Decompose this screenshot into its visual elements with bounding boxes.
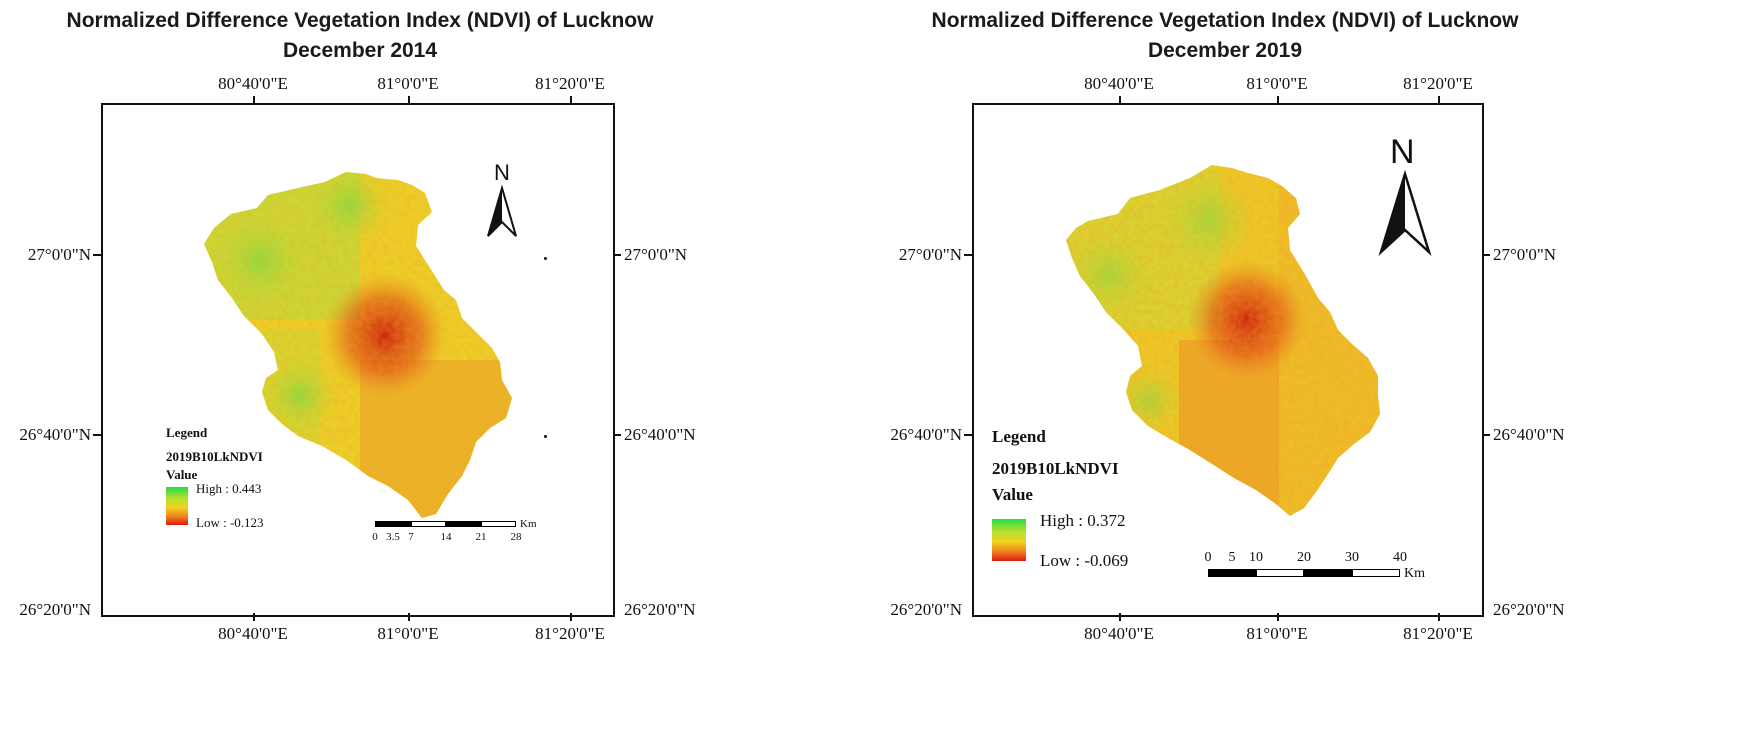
tick-top-2	[1277, 96, 1279, 104]
tick-bottom-2	[408, 613, 410, 621]
scale-unit: Km	[520, 518, 537, 530]
scale-tick: 40	[1393, 550, 1407, 565]
ndvi-raster-2019	[1066, 165, 1380, 516]
map-title-line2: December 2014	[282, 39, 438, 62]
scale-unit: Km	[1404, 566, 1425, 581]
lat-label-right-3: 26°20'0"N	[624, 600, 696, 619]
north-arrow-fill	[488, 188, 502, 236]
lon-label-top-2: 81°0'0"E	[377, 74, 439, 93]
lat-label-left-3: 26°20'0"N	[890, 600, 962, 619]
north-arrow	[487, 184, 517, 237]
lon-label-top-1: 80°40'0"E	[1084, 74, 1154, 93]
scale-seg	[446, 521, 481, 527]
lon-label-bottom-2: 81°0'0"E	[1246, 624, 1308, 643]
tick-left-2	[93, 434, 101, 436]
lat-label-left-3: 26°20'0"N	[19, 600, 91, 619]
lon-label-top-2: 81°0'0"E	[1246, 74, 1308, 93]
north-arrow-fill	[1381, 174, 1405, 252]
tick-left-2	[964, 434, 972, 436]
legend-value: Value	[166, 467, 198, 482]
lon-label-top-3: 81°20'0"E	[1403, 74, 1473, 93]
lon-label-bottom-3: 81°20'0"E	[535, 624, 605, 643]
scale-seg	[1208, 569, 1256, 577]
tick-right-1	[613, 254, 621, 256]
tick-bottom-3	[570, 613, 572, 621]
lon-label-bottom-1: 80°40'0"E	[218, 624, 288, 643]
north-label: N	[1390, 133, 1415, 171]
tick-bottom-2	[1277, 613, 1279, 621]
tick-bottom-1	[1119, 613, 1121, 621]
scale-tick: 3.5	[386, 531, 400, 543]
north-label: N	[494, 160, 510, 185]
lat-label-left-1: 27°0'0"N	[27, 245, 91, 264]
scale-tick: 7	[408, 531, 414, 543]
legend-layer: 2019B10LkNDVI	[992, 459, 1119, 478]
scale-seg	[411, 521, 446, 527]
scale-tick: 30	[1345, 550, 1359, 565]
lat-label-right-3: 26°20'0"N	[1493, 600, 1565, 619]
lat-label-right-1: 27°0'0"N	[1493, 245, 1557, 264]
legend-high: High : 0.443	[196, 481, 262, 496]
tick-top-1	[1119, 96, 1121, 104]
lon-label-bottom-2: 81°0'0"E	[377, 624, 439, 643]
scale-tick: 10	[1249, 550, 1263, 565]
lat-label-left-1: 27°0'0"N	[898, 245, 962, 264]
scale-tick: 20	[1297, 550, 1311, 565]
map-panel-2014: Normalized Difference Vegetation Index (…	[0, 6, 720, 643]
map-title: Normalized Difference Vegetation Index (…	[865, 6, 1585, 66]
lon-label-top-1: 80°40'0"E	[218, 74, 288, 93]
scale-tick: 0	[1204, 550, 1212, 565]
legend: Legend 2019B10LkNDVI Value High : 0.443 …	[166, 425, 264, 530]
lon-label-bottom-3: 81°20'0"E	[1403, 624, 1473, 643]
map-title-line1: Normalized Difference Vegetation Index (…	[931, 9, 1519, 32]
legend-high: High : 0.372	[1040, 511, 1126, 530]
lat-label-right-1: 27°0'0"N	[624, 245, 688, 264]
legend-low: Low : -0.069	[1040, 551, 1129, 570]
tick-top-3	[570, 96, 572, 104]
map-title: Normalized Difference Vegetation Index (…	[0, 6, 720, 66]
tick-right-1	[1482, 254, 1490, 256]
graticule-dot	[544, 435, 547, 438]
scale-seg	[481, 521, 516, 527]
tick-bottom-1	[253, 613, 255, 621]
legend-value: Value	[992, 485, 1033, 504]
scale-tick: 0	[372, 531, 378, 543]
graticule-dot	[544, 257, 547, 260]
map-title-line1: Normalized Difference Vegetation Index (…	[66, 9, 654, 32]
map-title-line2: December 2019	[1147, 39, 1303, 62]
lat-label-right-2: 26°40'0"N	[1493, 425, 1565, 444]
scale-tick: 5	[1228, 550, 1236, 565]
legend-color-ramp	[992, 519, 1026, 561]
legend: Legend 2019B10LkNDVI Value High : 0.372 …	[992, 427, 1128, 570]
scale-tick: 28	[510, 531, 522, 543]
lat-label-left-2: 26°40'0"N	[890, 425, 962, 444]
scale-seg	[1352, 569, 1400, 577]
tick-left-1	[93, 254, 101, 256]
tick-left-1	[964, 254, 972, 256]
scale-tick: 21	[475, 531, 487, 543]
lon-label-bottom-1: 80°40'0"E	[1084, 624, 1154, 643]
map-panel-2019: Normalized Difference Vegetation Index (…	[879, 0, 1758, 736]
tick-right-2	[613, 434, 621, 436]
tick-top-3	[1438, 96, 1440, 104]
lon-label-top-3: 81°20'0"E	[535, 74, 605, 93]
scale-seg	[375, 521, 411, 527]
tick-right-2	[1482, 434, 1490, 436]
tick-top-2	[408, 96, 410, 104]
lat-label-left-2: 26°40'0"N	[19, 425, 91, 444]
legend-title: Legend	[992, 427, 1046, 446]
legend-color-ramp	[166, 487, 188, 525]
scale-tick: 14	[440, 531, 452, 543]
north-arrow	[1378, 169, 1432, 257]
legend-low: Low : -0.123	[196, 515, 264, 530]
ndvi-raster-2014	[204, 172, 512, 518]
tick-top-1	[253, 96, 255, 104]
tick-bottom-3	[1438, 613, 1440, 621]
legend-layer: 2019B10LkNDVI	[166, 449, 263, 464]
lat-label-right-2: 26°40'0"N	[624, 425, 696, 444]
legend-title: Legend	[166, 425, 208, 440]
scale-seg	[1304, 569, 1352, 577]
scale-seg	[1256, 569, 1304, 577]
